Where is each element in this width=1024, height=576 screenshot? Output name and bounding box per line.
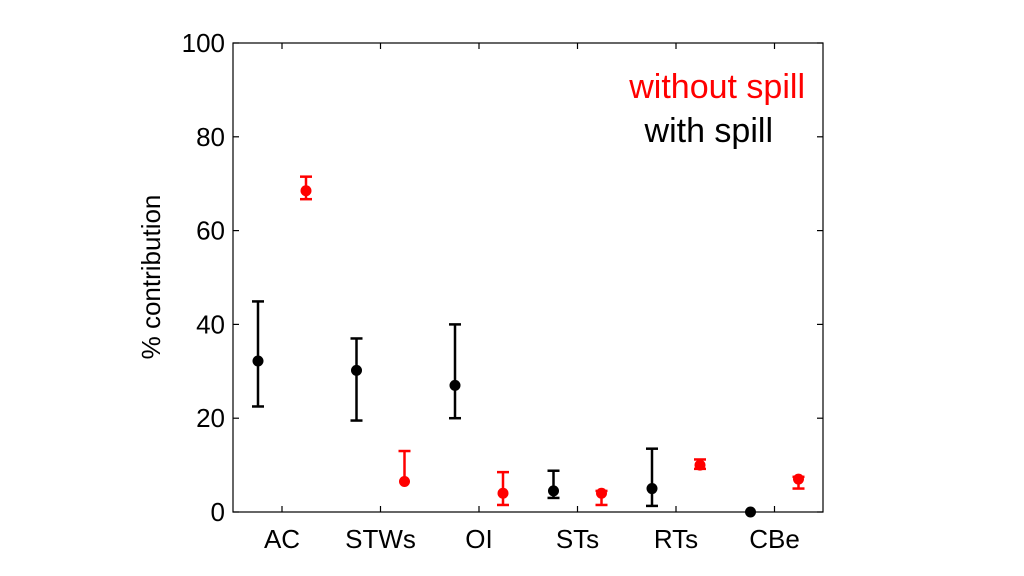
data-point [351,364,362,376]
data-point [300,185,312,197]
data-point [745,506,756,518]
data-point [548,485,559,497]
data-point [694,459,706,471]
legend-without-spill: without spill [628,68,805,106]
plot-frame [232,42,824,513]
y-tick-label: 40 [196,309,225,339]
data-point [399,476,410,488]
x-tick-label: STs [556,524,599,554]
y-tick-label: 20 [196,403,225,433]
y-axis-label: % contribution [136,195,166,360]
y-axis-ticks: 0 20 40 60 80 100 [182,28,823,527]
data-point [449,379,461,391]
data-point [596,487,607,499]
legend-with-spill: with spill [644,112,773,150]
x-tick-label: RTs [654,524,698,554]
x-tick-label: AC [264,524,300,554]
x-tick-label: CBe [749,524,800,554]
data-point [793,473,804,485]
y-tick-label: 60 [196,216,225,246]
data-point [646,483,658,495]
data-point [497,487,509,499]
x-axis-ticks: AC STWs OI STs RTs CBe [264,43,800,554]
x-tick-label: STWs [345,524,416,554]
y-tick-label: 0 [211,497,225,527]
data-point [252,355,264,367]
y-tick-label: 100 [182,28,225,58]
x-tick-label: OI [465,524,492,554]
data-marks [252,175,805,518]
y-tick-label: 80 [196,122,225,152]
